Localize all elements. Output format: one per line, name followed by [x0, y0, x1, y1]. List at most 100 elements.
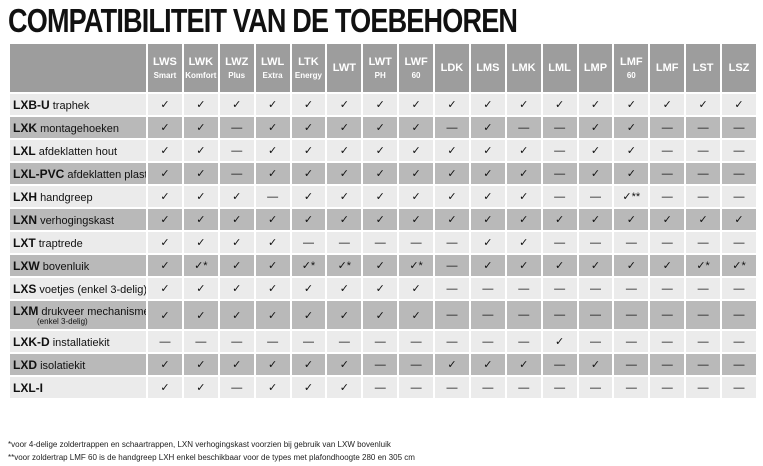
row-code: LXL-I — [13, 380, 43, 395]
cell: ✓ — [146, 230, 184, 255]
cell: ✓ — [253, 161, 292, 186]
cell: ✓ — [612, 207, 651, 232]
cell: ✓ — [648, 207, 687, 232]
cell: — — [325, 230, 364, 255]
cell: — — [612, 276, 651, 301]
row: LXL afdeklatten hout ✓ ✓ — ✓ ✓ ✓ ✓ ✓ ✓ ✓ ✓ — ✓ ✓ — — — — [8, 138, 758, 163]
cell: — — [684, 299, 722, 331]
cell: ✓ — [325, 276, 364, 301]
column-code: LMF — [620, 56, 643, 68]
cell: ✓ — [289, 115, 328, 140]
column-sub: 60 — [411, 71, 421, 80]
cell: ✓ — [576, 352, 615, 377]
cell: ✓ — [146, 161, 184, 186]
cell: ✓** — [612, 184, 651, 209]
cell: — — [576, 375, 615, 400]
cell: ✓ — [181, 207, 220, 232]
cell: — — [217, 375, 256, 400]
column-code: LST — [692, 62, 714, 74]
cell: ✓ — [325, 207, 364, 232]
cell: ✓ — [217, 92, 256, 117]
cell: — — [433, 115, 471, 140]
cell: — — [720, 329, 758, 354]
cell: ✓ — [289, 138, 328, 163]
cell: ✓ — [361, 184, 400, 209]
row-desc: bovenluik — [42, 260, 90, 273]
row-label: LXD isolatiekit — [8, 352, 148, 377]
cell: — — [648, 352, 687, 377]
column-sub: Energy — [294, 71, 322, 80]
cell: ✓ — [397, 184, 435, 209]
cell: — — [253, 184, 292, 209]
row: LXN verhogingskast ✓ ✓ ✓ ✓ ✓ ✓ ✓ ✓ ✓ ✓ ✓ ✓ ✓ ✓ ✓ ✓ ✓ — [8, 207, 758, 232]
cell: ✓* — [397, 253, 435, 278]
column-header: LMS — [468, 42, 507, 94]
cell: ✓ — [253, 375, 292, 400]
cell: ✓ — [576, 115, 615, 140]
cell: — — [504, 115, 543, 140]
row-code: LXN — [13, 212, 37, 227]
column-code: LMF — [655, 62, 679, 74]
cell: — — [540, 230, 579, 255]
title: COMPATIBILITEIT VAN DE TOEBEHOREN — [8, 2, 518, 39]
row-desc: traphek — [52, 99, 90, 112]
cell: ✓ — [181, 138, 220, 163]
corner — [8, 42, 148, 94]
cell: ✓ — [433, 138, 471, 163]
cell: — — [540, 161, 579, 186]
cell: — — [720, 161, 758, 186]
cell: ✓ — [648, 253, 687, 278]
cell: — — [433, 253, 471, 278]
cell: ✓ — [612, 161, 651, 186]
column-header: LWS Smart — [146, 42, 184, 94]
column-sub: Komfort — [185, 71, 217, 80]
cell: — — [684, 230, 722, 255]
cell: — — [612, 375, 651, 400]
cell: — — [433, 375, 471, 400]
cell: ✓ — [146, 299, 184, 331]
cell: — — [684, 375, 722, 400]
cell: ✓ — [397, 299, 435, 331]
cell: — — [504, 329, 543, 354]
cell: — — [289, 329, 328, 354]
cell: ✓ — [433, 352, 471, 377]
cell: — — [612, 230, 651, 255]
cell: ✓ — [217, 352, 256, 377]
cell: ✓ — [253, 115, 292, 140]
row-code: LXD — [13, 357, 37, 372]
cell: — — [684, 329, 722, 354]
row-label: LXK-D installatiekit — [8, 329, 148, 354]
cell: — — [217, 138, 256, 163]
cell: ✓ — [146, 92, 184, 117]
cell: — — [720, 352, 758, 377]
cell: ✓ — [397, 115, 435, 140]
cell: — — [576, 184, 615, 209]
cell: ✓ — [576, 253, 615, 278]
cell: ✓ — [289, 161, 328, 186]
cell: ✓ — [612, 253, 651, 278]
cell: — — [361, 352, 400, 377]
cell: ✓ — [146, 207, 184, 232]
column-sub: 60 — [626, 71, 636, 80]
cell: — — [540, 115, 579, 140]
row-code: LXB-U — [13, 97, 50, 112]
cell: ✓ — [289, 299, 328, 331]
cell: ✓ — [361, 115, 400, 140]
cell: ✓ — [289, 352, 328, 377]
cell: — — [468, 299, 507, 331]
cell: ✓ — [325, 184, 364, 209]
column-header: LMF 60 — [612, 42, 651, 94]
cell: ✓ — [397, 138, 435, 163]
cell: — — [648, 329, 687, 354]
cell: — — [433, 230, 471, 255]
cell: ✓ — [576, 207, 615, 232]
row: LXT traptrede ✓ ✓ ✓ ✓ — — — — — ✓ ✓ — — — — — — — [8, 230, 758, 255]
column-code: LWF — [404, 56, 428, 68]
row: LXK-D installatiekit — — — — — — — — — — — ✓ — — — — — — [8, 329, 758, 354]
column-code: LMS — [476, 62, 500, 74]
cell: ✓ — [504, 352, 543, 377]
cell: ✓ — [253, 230, 292, 255]
cell: ✓ — [181, 161, 220, 186]
cell: ✓ — [397, 161, 435, 186]
cell: — — [504, 375, 543, 400]
